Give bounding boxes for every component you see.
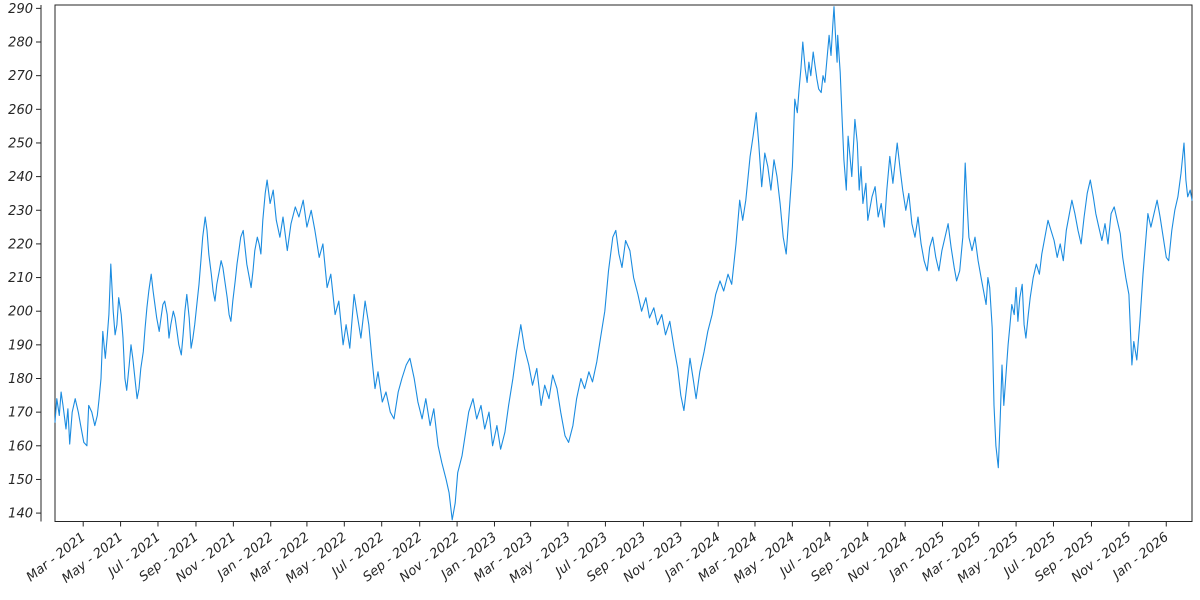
y-axis-tick-label: 140 <box>8 507 33 522</box>
price-line <box>54 6 1193 521</box>
y-axis-tick-label: 200 <box>8 305 33 320</box>
y-axis-tick-label: 260 <box>8 103 33 118</box>
y-axis-tick-label: 240 <box>8 170 33 185</box>
y-axis-tick-label: 270 <box>8 69 33 84</box>
y-axis-tick-label: 280 <box>8 36 33 51</box>
plot-border <box>54 4 1193 522</box>
y-axis-tick-label: 230 <box>8 204 33 219</box>
y-axis-tick-label: 160 <box>8 439 33 454</box>
y-axis-tick-label: 250 <box>8 136 33 151</box>
y-axis-tick-label: 220 <box>8 237 33 252</box>
y-axis-tick-label: 290 <box>8 2 33 17</box>
y-axis-tick-label: 150 <box>8 473 33 488</box>
y-axis-tick-label: 190 <box>8 338 33 353</box>
y-axis-tick-label: 210 <box>8 271 33 286</box>
y-axis-tick-label: 170 <box>8 406 33 421</box>
y-axis-tick-label: 180 <box>8 372 33 387</box>
